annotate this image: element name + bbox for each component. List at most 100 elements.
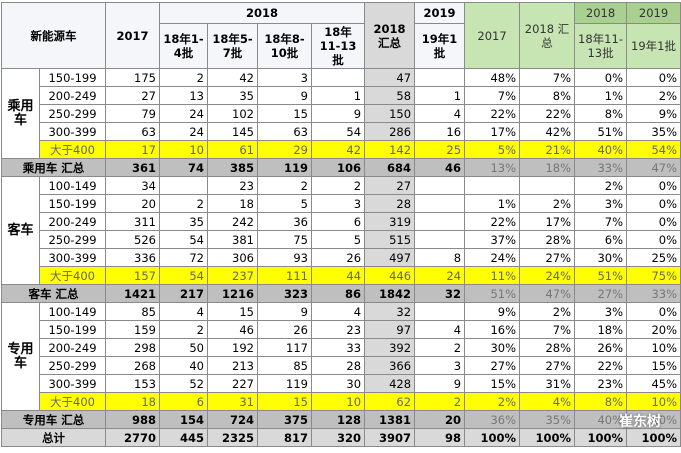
range-label: 200-249 xyxy=(39,212,106,231)
table-cell: 30% xyxy=(464,338,521,357)
table-cell: 2% xyxy=(519,194,576,213)
table-cell: 9 xyxy=(310,104,366,123)
table-cell: 3% xyxy=(574,302,628,321)
table-cell: 24 xyxy=(159,104,208,123)
table-cell: 9 xyxy=(257,86,312,105)
group-label: 客车 xyxy=(1,176,40,285)
table-cell: 27% xyxy=(519,248,576,267)
table-cell: 1 xyxy=(310,86,366,105)
range-label: 250-299 xyxy=(39,230,106,249)
table-cell: 988 xyxy=(105,410,160,429)
table-cell: 0% xyxy=(626,176,681,195)
table-cell: 10 xyxy=(310,392,366,411)
table-cell: 336 xyxy=(105,248,160,267)
table-cell: 98 xyxy=(414,428,466,447)
table-cell: 15 xyxy=(207,302,258,321)
table-cell: 34 xyxy=(105,176,160,195)
table-cell: 724 xyxy=(207,410,258,429)
table-cell: 0% xyxy=(626,194,681,213)
table-cell: 366 xyxy=(364,356,416,375)
table-row: 200-249 311 35 242 36 6 319 22% 17% 7% 0% xyxy=(2,212,681,231)
table-cell: 428 xyxy=(364,374,416,393)
table-cell: 7% xyxy=(574,212,628,231)
table-cell: 17% xyxy=(464,122,521,141)
table-cell: 37% xyxy=(464,230,521,249)
header-cell: 新能源车 xyxy=(1,2,106,69)
table-cell: 72 xyxy=(159,248,208,267)
table-cell: 392 xyxy=(364,338,416,357)
table-cell: 0% xyxy=(574,68,628,87)
subtotal-label: 客车 汇总 xyxy=(1,284,106,303)
table-cell: 16 xyxy=(414,122,466,141)
table-cell: 51% xyxy=(574,122,628,141)
table-cell: 25 xyxy=(414,140,466,159)
table-cell: 1381 xyxy=(364,410,416,429)
table-cell: 23 xyxy=(310,320,366,339)
table-row: 客车 100-149 34 23 2 2 27 2% 0% xyxy=(1,176,681,285)
table-cell: 2 xyxy=(414,392,466,411)
table-cell: 15% xyxy=(626,356,681,375)
table-cell: 7% xyxy=(464,86,521,105)
table-cell: 8 xyxy=(414,248,466,267)
table-cell: 445 xyxy=(159,428,208,447)
range-label: 200-249 xyxy=(39,338,106,357)
table-cell: 54% xyxy=(626,140,681,159)
table-cell: 0% xyxy=(626,302,681,321)
table-cell: 54 xyxy=(159,230,208,249)
table-cell: 20% xyxy=(626,320,681,339)
table-cell: 8% xyxy=(574,104,628,123)
table-cell: 27 xyxy=(364,176,416,195)
table-row: 专用车 汇总 988 154 724 375 128 1381 20 36% 35% 40% 20% xyxy=(1,410,681,429)
table-cell: 27% xyxy=(519,356,576,375)
range-label: 300-399 xyxy=(39,374,106,393)
table-cell: 75% xyxy=(626,266,681,285)
table-cell: 361 xyxy=(105,158,160,177)
table-cell: 375 xyxy=(257,410,312,429)
table-cell: 497 xyxy=(364,248,416,267)
table-row: 200-249 27 13 35 9 1 58 1 7% 8% 1% 2% xyxy=(2,86,681,105)
table-row: 乘用车 150-199 175 2 42 3 47 48% 7% 0% 0% xyxy=(1,68,681,159)
table-cell: 119 xyxy=(257,158,312,177)
table-cell: 22% xyxy=(464,104,521,123)
table-cell: 48% xyxy=(464,68,521,87)
table-cell: 35 xyxy=(159,212,208,231)
table-cell: 54 xyxy=(159,266,208,285)
range-label: 250-299 xyxy=(39,104,106,123)
table-cell: 30% xyxy=(574,248,628,267)
table-cell: 47 xyxy=(364,68,416,87)
table-cell: 0% xyxy=(626,212,681,231)
table-row: 总计 2770 445 2325 817 320 3907 98 100% 100% 100% 100… xyxy=(1,428,681,447)
table-cell xyxy=(310,68,366,87)
range-label: 大于400 xyxy=(39,392,106,411)
table-cell: 145 xyxy=(207,122,258,141)
table-cell: 40 xyxy=(159,356,208,375)
table-cell: 33% xyxy=(574,158,628,177)
table-row: 150-199 159 2 46 26 23 97 4 16% 7% 18% 20% xyxy=(2,320,681,339)
table-cell: 13 xyxy=(159,86,208,105)
subtotal-label: 乘用车 汇总 xyxy=(1,158,106,177)
table-cell: 62 xyxy=(364,392,416,411)
header-cell: 18年5-7批 xyxy=(207,23,258,69)
table-cell: 18 xyxy=(105,392,160,411)
table-cell: 24 xyxy=(414,266,466,285)
table-cell: 18% xyxy=(574,320,628,339)
table-row: 200-249 298 50 192 117 33 392 2 30% 28% 26% 10% xyxy=(2,338,681,357)
range-label: 150-199 xyxy=(39,194,106,213)
header-cell: 2017 xyxy=(105,2,160,69)
table-cell: 18 xyxy=(207,194,258,213)
table-cell: 1842 xyxy=(364,284,416,303)
table-cell: 46 xyxy=(414,158,466,177)
table-cell: 3 xyxy=(257,68,312,87)
table-row: 300-399 153 52 227 119 30 428 9 15% 31% 23% 45% xyxy=(2,374,681,393)
table-cell xyxy=(414,302,466,321)
table-cell: 52 xyxy=(159,374,208,393)
table-cell: 21% xyxy=(519,140,576,159)
total-label: 总计 xyxy=(1,428,106,447)
header-cell: 2019 xyxy=(414,2,466,24)
header-cell: 2019 xyxy=(626,2,681,24)
table-row: 客车 汇总 1421 217 1216 323 86 1842 32 51% 47% 27% 33% xyxy=(1,284,681,303)
table-cell: 100% xyxy=(519,428,576,447)
table-cell xyxy=(414,212,466,231)
table-row: 18年1-4批 18年5-7批 18年8-10批 18年11-13批 19年1批 18年1… xyxy=(2,23,681,69)
